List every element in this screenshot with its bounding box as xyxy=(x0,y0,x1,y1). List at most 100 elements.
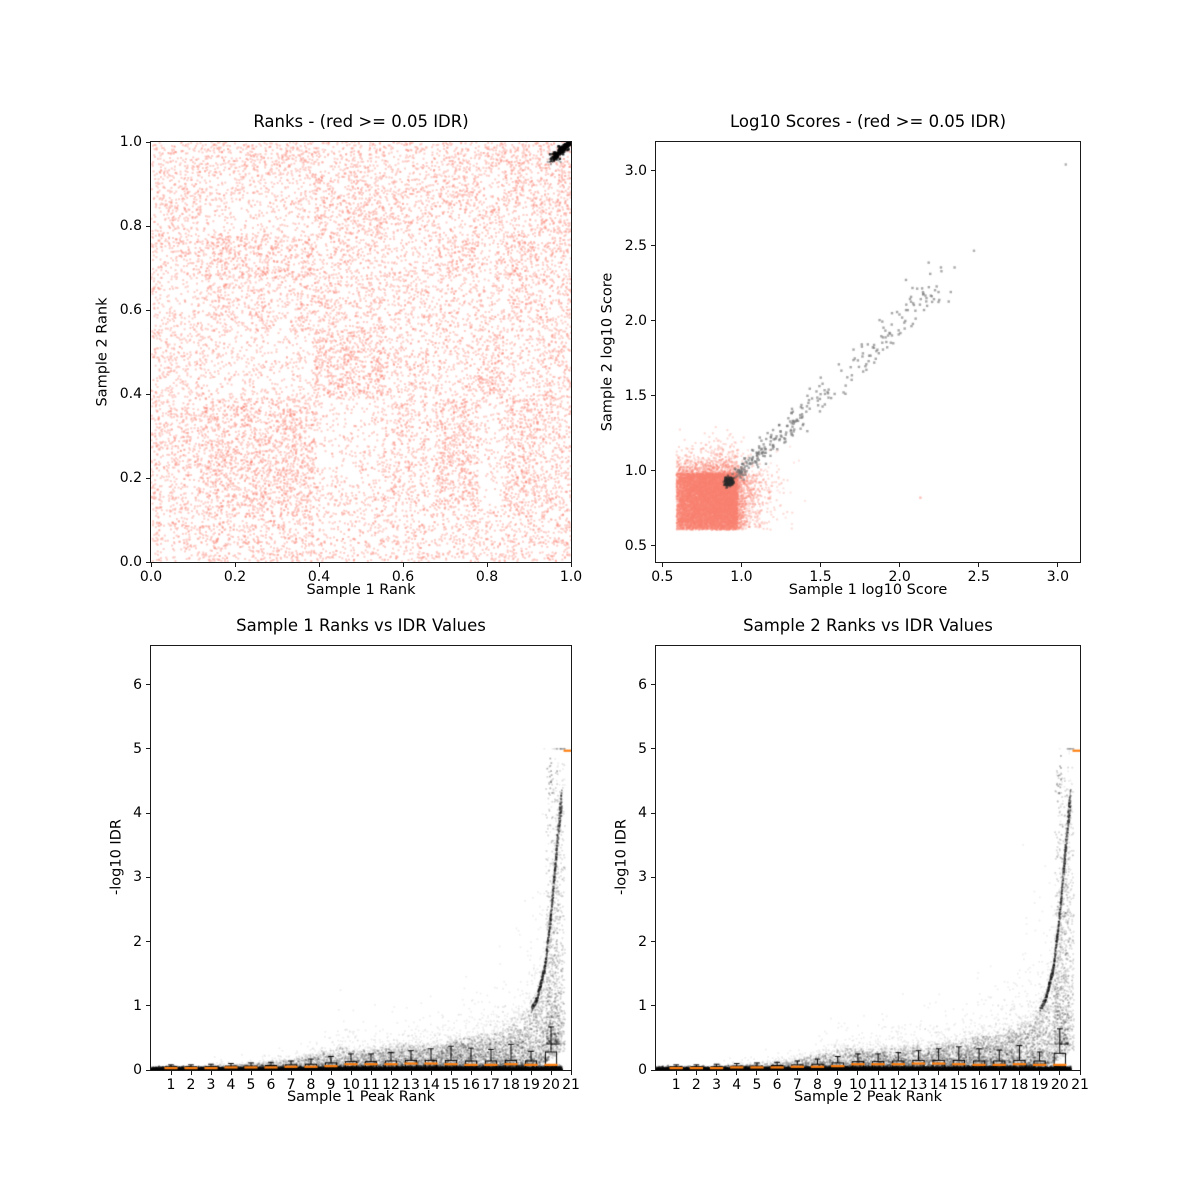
x-tick-mark xyxy=(897,1071,899,1075)
y-tick-label: 1 xyxy=(133,997,142,1014)
y-tick-mark xyxy=(146,876,150,878)
ranks-plot-area xyxy=(150,141,572,563)
x-tick-label: 5 xyxy=(246,1077,256,1093)
x-tick-label: 6 xyxy=(772,1077,782,1093)
x-tick-mark xyxy=(170,1071,172,1075)
x-tick-mark xyxy=(1018,1071,1020,1075)
x-tick-label: 18 xyxy=(502,1077,520,1093)
scores-yaxis-label: Sample 2 log10 Score xyxy=(599,272,616,432)
x-tick-label: 20 xyxy=(542,1077,560,1093)
y-tick-mark xyxy=(146,309,150,311)
x-tick-mark xyxy=(661,563,663,567)
x-tick-mark xyxy=(550,1071,552,1075)
x-tick-label: 1 xyxy=(166,1077,176,1093)
x-tick-mark xyxy=(450,1071,452,1075)
idr2-xaxis-label: Sample 2 Peak Rank xyxy=(793,1089,943,1105)
x-tick-label: 0.0 xyxy=(139,569,163,585)
x-tick-label: 0.6 xyxy=(391,569,415,585)
y-tick-mark xyxy=(146,561,150,563)
ranks-scatter-canvas xyxy=(151,142,571,562)
x-tick-mark xyxy=(820,563,822,567)
x-tick-mark xyxy=(530,1071,532,1075)
y-tick-mark xyxy=(651,812,655,814)
x-tick-mark xyxy=(234,563,236,567)
x-tick-mark xyxy=(817,1071,819,1075)
x-tick-label: 15 xyxy=(949,1077,968,1093)
x-tick-label: 8 xyxy=(813,1077,822,1093)
x-tick-mark xyxy=(899,563,901,567)
x-tick-label: 11 xyxy=(869,1077,888,1093)
x-tick-mark xyxy=(958,1071,960,1075)
x-tick-label: 0.4 xyxy=(307,569,331,585)
y-tick-mark xyxy=(651,941,655,942)
y-tick-mark xyxy=(651,545,655,546)
x-tick-mark xyxy=(978,563,980,567)
y-tick-label: 6 xyxy=(638,676,647,693)
x-tick-mark xyxy=(230,1071,232,1075)
x-tick-label: 2.5 xyxy=(967,569,990,585)
x-tick-mark xyxy=(250,1071,252,1075)
idr1-xaxis-label: Sample 1 Peak Rank xyxy=(286,1089,436,1105)
x-tick-mark xyxy=(1059,1071,1061,1075)
y-tick-label: 3 xyxy=(638,869,647,886)
y-tick-label: 1 xyxy=(638,997,647,1014)
x-tick-label: 16 xyxy=(462,1077,480,1093)
y-tick-mark xyxy=(146,141,150,143)
x-tick-label: 19 xyxy=(1030,1077,1049,1093)
x-tick-mark xyxy=(430,1071,432,1075)
y-tick-mark xyxy=(651,470,655,471)
x-tick-label: 14 xyxy=(422,1077,440,1093)
y-tick-label: 0 xyxy=(133,1062,142,1078)
x-tick-mark xyxy=(978,1071,980,1075)
y-tick-mark xyxy=(146,748,150,750)
x-tick-label: 13 xyxy=(402,1077,420,1093)
x-tick-mark xyxy=(998,1071,1000,1075)
y-tick-label: 1.5 xyxy=(624,387,647,404)
x-tick-mark xyxy=(1057,563,1059,567)
y-tick-mark xyxy=(651,395,655,396)
y-tick-mark xyxy=(651,1005,655,1007)
x-tick-mark xyxy=(370,1071,372,1075)
x-tick-mark xyxy=(740,563,742,567)
y-tick-mark xyxy=(651,320,655,321)
idr2-scatter-canvas xyxy=(656,646,1080,1070)
x-tick-label: 2.0 xyxy=(888,569,911,585)
x-tick-label: 0.2 xyxy=(223,569,247,585)
x-tick-label: 17 xyxy=(482,1077,500,1093)
y-tick-mark xyxy=(146,941,150,942)
y-tick-label: 1.0 xyxy=(624,462,647,479)
x-tick-label: 0.5 xyxy=(651,569,674,585)
x-tick-label: 19 xyxy=(522,1077,540,1093)
ranks-xaxis-label: Sample 1 Rank xyxy=(306,582,416,598)
x-tick-mark xyxy=(695,1071,697,1075)
x-tick-mark xyxy=(470,1071,472,1075)
x-tick-label: 6 xyxy=(266,1077,276,1093)
y-tick-label: 2.5 xyxy=(624,237,647,254)
x-tick-label: 8 xyxy=(306,1077,316,1093)
x-tick-mark xyxy=(270,1071,272,1075)
y-tick-label: 0.8 xyxy=(119,218,142,234)
x-tick-label: 2 xyxy=(186,1077,196,1093)
y-tick-mark xyxy=(146,684,150,686)
y-tick-label: 0.4 xyxy=(119,386,142,402)
x-tick-label: 10 xyxy=(342,1077,360,1093)
y-tick-label: 2 xyxy=(133,933,142,950)
x-tick-mark xyxy=(150,563,152,567)
y-tick-label: 1.0 xyxy=(119,134,142,150)
x-tick-mark xyxy=(736,1071,738,1075)
x-tick-mark xyxy=(290,1071,292,1075)
x-tick-label: 9 xyxy=(326,1077,336,1093)
idr1-plot-area xyxy=(150,645,572,1071)
x-tick-mark xyxy=(1079,1071,1081,1075)
x-tick-mark xyxy=(917,1071,919,1075)
y-tick-mark xyxy=(146,812,150,814)
y-tick-mark xyxy=(146,1069,150,1071)
scores-xaxis-label: Sample 1 log10 Score xyxy=(788,582,948,598)
x-tick-mark xyxy=(402,563,404,567)
y-tick-label: 2 xyxy=(638,933,647,950)
plot-title-idr2: Sample 2 Ranks vs IDR Values xyxy=(743,616,993,635)
idr2-plot-area xyxy=(655,645,1081,1071)
x-tick-label: 20 xyxy=(1050,1077,1069,1093)
x-tick-label: 5 xyxy=(752,1077,762,1093)
